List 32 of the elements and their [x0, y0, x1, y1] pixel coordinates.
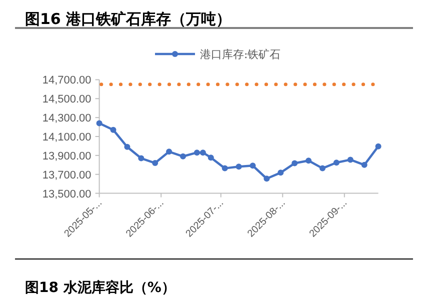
- point: [208, 154, 214, 161]
- point: [96, 120, 102, 126]
- y-tick-label: 14,500.00: [42, 94, 92, 106]
- point: [375, 143, 382, 150]
- point: [110, 126, 116, 133]
- point: [166, 148, 172, 155]
- point: [236, 164, 242, 170]
- y-tick-label: 14,300.00: [42, 112, 92, 125]
- point: [200, 150, 206, 156]
- point: [194, 150, 200, 156]
- point: [138, 155, 144, 162]
- chart-title: 图16 港口铁矿石库存（万吨）: [25, 10, 232, 28]
- caption: 图18 水泥库容比（%）: [25, 279, 176, 296]
- point: [250, 162, 256, 169]
- y-tick-label: 13,500.00: [42, 188, 92, 200]
- y-tick-label: 14,700.00: [42, 74, 92, 87]
- point: [320, 165, 326, 172]
- point: [278, 170, 284, 176]
- y-tick-label: 13,700.00: [42, 169, 92, 182]
- point: [124, 144, 130, 150]
- point: [361, 162, 368, 168]
- legend-label: 港口库存:铁矿石: [200, 48, 281, 61]
- point: [222, 165, 228, 172]
- y-tick-label: 14,100.00: [42, 132, 92, 144]
- point: [264, 176, 270, 182]
- point: [306, 158, 312, 164]
- y-tick-label: 13,900.00: [42, 150, 92, 162]
- point: [292, 160, 298, 166]
- point: [333, 160, 340, 166]
- point: [347, 156, 354, 163]
- point: [180, 153, 186, 160]
- point: [152, 160, 158, 166]
